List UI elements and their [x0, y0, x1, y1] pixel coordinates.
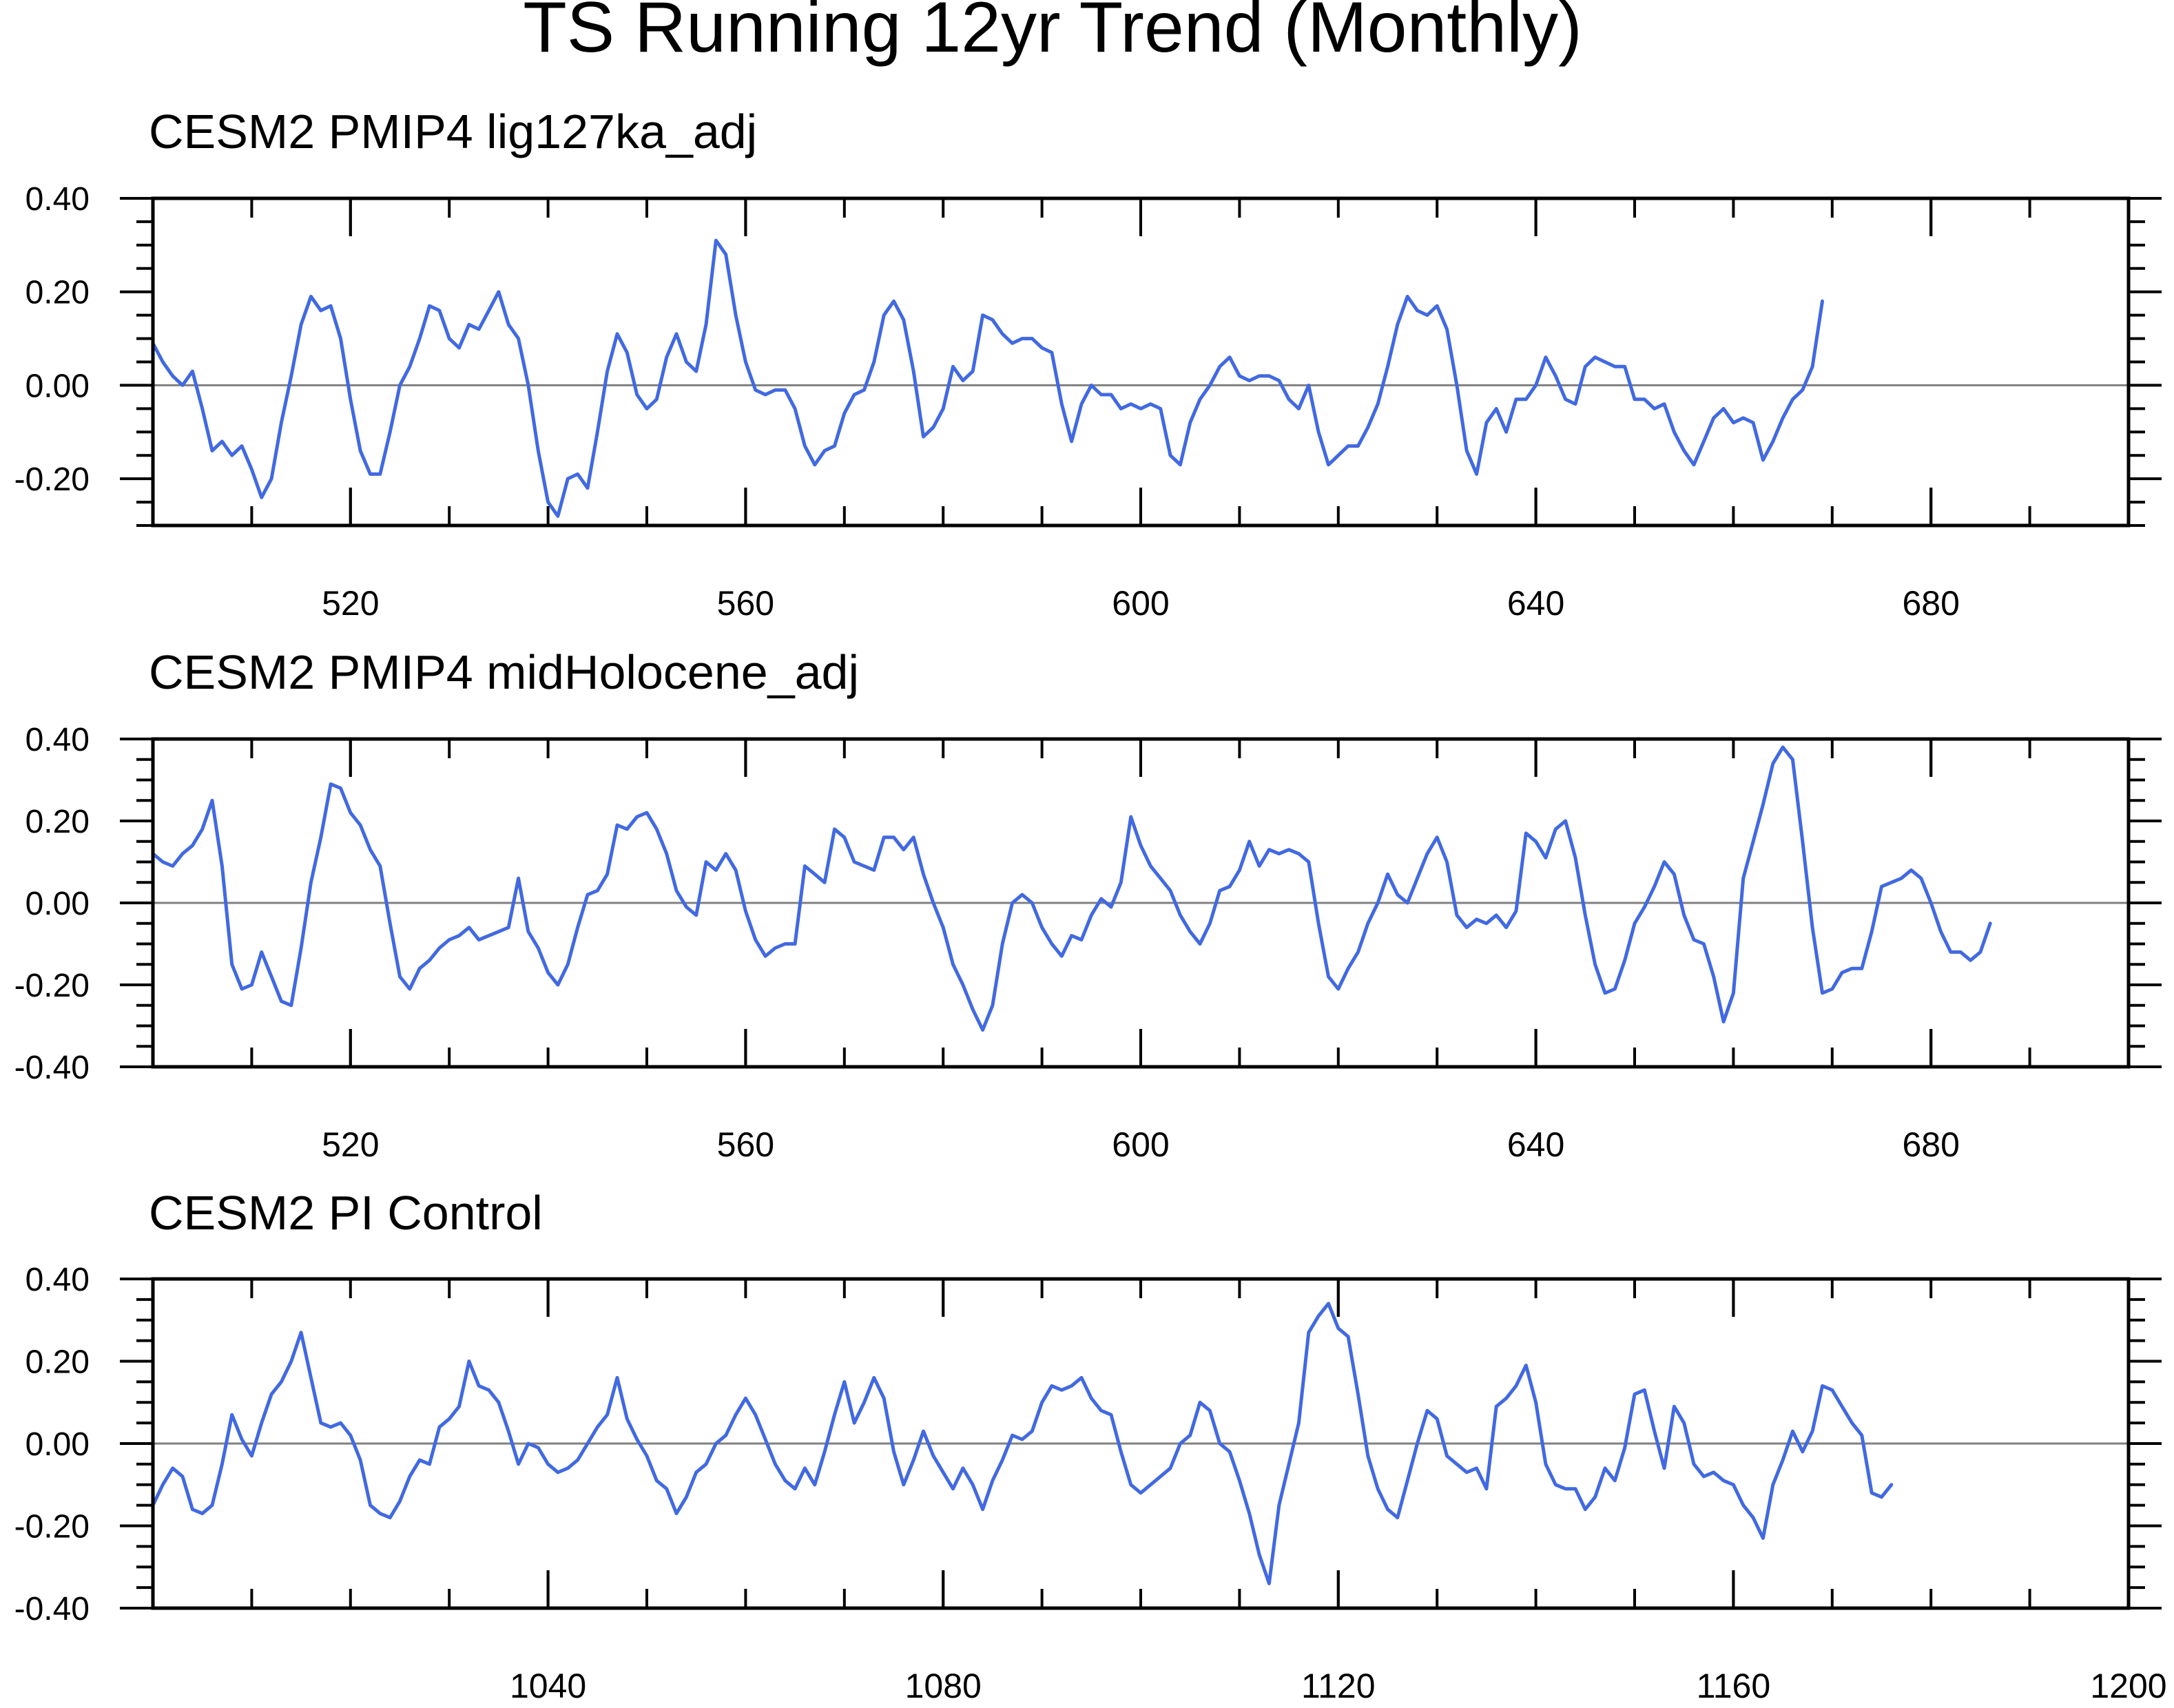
x-tick-label: 600 — [1112, 584, 1169, 623]
panel-title: CESM2 PMIP4 midHolocene_adj — [149, 645, 859, 699]
series-line — [151, 745, 1992, 1032]
x-tick-label: 1200 — [2090, 1667, 2166, 1705]
x-tick-label: 680 — [1902, 1125, 1959, 1164]
x-tick-label: 560 — [717, 1125, 774, 1164]
panel-title: CESM2 PMIP4 lig127ka_adj — [149, 105, 757, 158]
figure-title: TS Running 12yr Trend (Monthly) — [523, 0, 1582, 67]
y-tick-label: 0.00 — [25, 886, 90, 922]
x-tick-label: 1160 — [1697, 1667, 1771, 1705]
x-tick-label: 600 — [1112, 1125, 1169, 1164]
y-tick-label: 0.20 — [25, 1344, 90, 1381]
x-tick-label: 640 — [1507, 584, 1564, 623]
y-tick-label: -0.40 — [14, 1591, 90, 1627]
panel-midholocene: CESM2 PMIP4 midHolocene_adj 520 560 600 640… — [14, 645, 2162, 1164]
x-tick-label: 520 — [322, 584, 379, 623]
y-tick-label: -0.20 — [14, 1509, 90, 1545]
x-tick-label: 520 — [322, 1125, 379, 1164]
y-tick-label: 0.00 — [25, 368, 90, 404]
x-tick-label: 680 — [1902, 584, 1959, 623]
y-tick-label: 0.40 — [25, 722, 90, 758]
panel-pi-control: CESM2 PI Control 1040 1080 1120 1160 1200 0.4… — [14, 1186, 2167, 1705]
x-tick-label: 1120 — [1301, 1667, 1376, 1705]
x-tick-label: 1080 — [905, 1667, 982, 1705]
y-tick-label: -0.20 — [14, 461, 90, 498]
plot-frame — [151, 196, 2131, 528]
series-line — [151, 238, 1824, 518]
y-tick-label: 0.40 — [25, 1262, 90, 1298]
x-tick-label: 1040 — [510, 1667, 586, 1705]
panel-title: CESM2 PI Control — [149, 1186, 543, 1240]
y-tick-label: -0.40 — [14, 1050, 90, 1086]
y-tick-label: 0.00 — [25, 1426, 90, 1463]
series-line — [151, 1302, 1894, 1585]
y-tick-label: -0.20 — [14, 968, 90, 1004]
x-tick-label: 640 — [1507, 1125, 1564, 1164]
y-tick-label: 0.20 — [25, 275, 90, 311]
x-tick-label: 560 — [717, 584, 774, 623]
y-tick-label: 0.40 — [25, 181, 90, 218]
y-tick-label: 0.20 — [25, 804, 90, 840]
panel-lig127ka: CESM2 PMIP4 lig127ka_adj 520 560 600 640 680… — [14, 105, 2162, 623]
